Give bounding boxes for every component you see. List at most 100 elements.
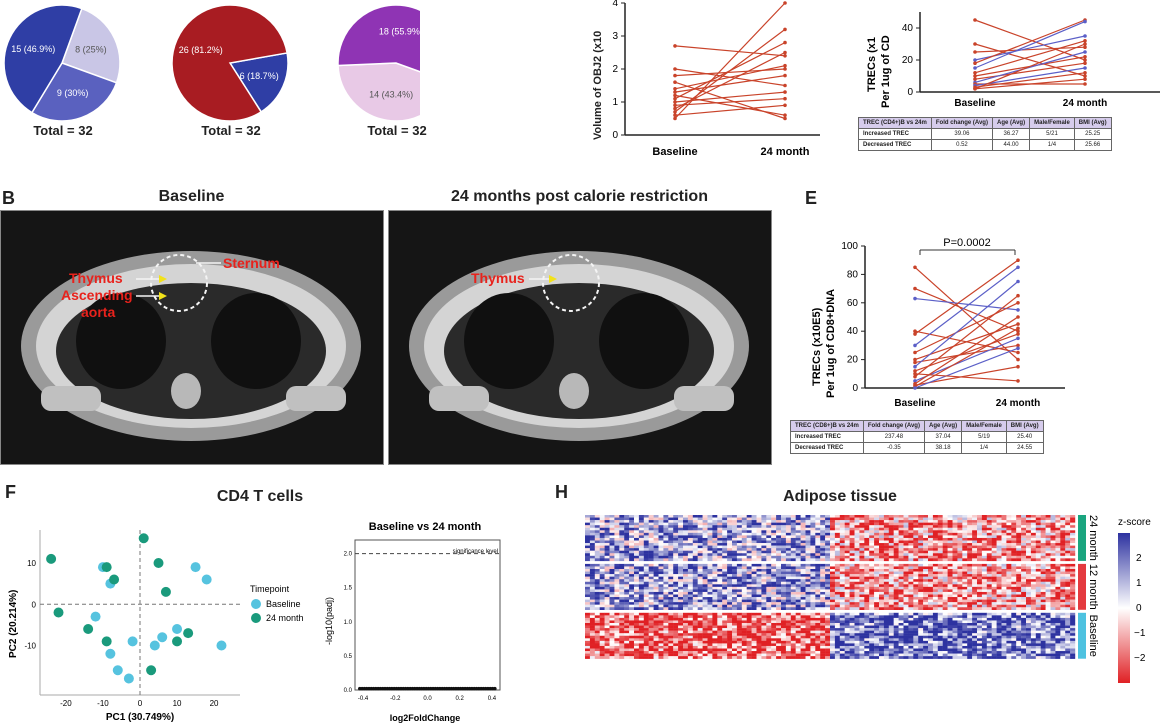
heatmap-cell: [937, 589, 943, 593]
data-point: [673, 100, 677, 104]
heatmap-cell: [996, 545, 1002, 549]
heatmap-cell: [1055, 530, 1061, 534]
heatmap-cell: [947, 602, 953, 605]
heatmap-cell: [854, 604, 860, 608]
heatmap-cell: [751, 584, 757, 588]
heatmap-cell: [643, 532, 649, 536]
heatmap-cell: [687, 625, 693, 629]
heatmap-cell: [913, 522, 919, 526]
heatmap-cell: [717, 579, 723, 582]
heatmap-cell: [888, 566, 894, 570]
heatmap-cell: [1026, 550, 1032, 554]
heatmap-cell: [839, 566, 845, 570]
heatmap-cell: [898, 576, 904, 580]
heatmap-cell: [1050, 615, 1056, 619]
mri-label-thymus: Thymus: [69, 270, 123, 286]
heatmap-cell: [599, 569, 605, 572]
heatmap-cell: [986, 532, 992, 536]
heatmap-cell: [879, 540, 885, 544]
heatmap-cell: [957, 530, 963, 534]
heatmap-cell: [869, 517, 875, 521]
heatmap-cell: [756, 581, 762, 585]
heatmap-cell: [736, 602, 742, 605]
heatmap-cell: [849, 589, 855, 593]
heatmap-cell: [697, 586, 703, 590]
heatmap-cell: [746, 594, 752, 598]
panel-letter-h: H: [555, 482, 568, 502]
mri-title-24month: 24 months post calorie restriction: [451, 188, 708, 205]
heatmap-cell: [761, 620, 767, 624]
heatmap-cell: [609, 555, 615, 559]
heatmap-cell: [879, 530, 885, 534]
heatmap-cell: [1006, 563, 1012, 567]
heatmap-cell: [805, 607, 811, 610]
heatmap-cell: [1030, 615, 1036, 619]
heatmap-cell: [751, 633, 757, 636]
heatmap-cell: [604, 576, 610, 580]
heatmap-cell: [683, 604, 689, 608]
heatmap-cell: [849, 625, 855, 629]
heatmap-cell: [869, 555, 875, 559]
table-cell: 5/19: [961, 431, 1007, 443]
heatmap-cell: [986, 599, 992, 603]
heatmap-cell: [707, 517, 713, 521]
heatmap-cell: [923, 589, 929, 593]
heatmap-cell: [888, 591, 894, 595]
heatmap-cell: [736, 617, 742, 621]
heatmap-cell: [678, 571, 684, 575]
heatmap-cell: [653, 540, 659, 544]
heatmap-cell: [874, 550, 880, 554]
heatmap-cell: [888, 522, 894, 526]
heatmap-cell: [830, 555, 836, 559]
heatmap-cell: [1055, 633, 1061, 636]
heatmap-cell: [962, 515, 968, 518]
heatmap-cell: [854, 620, 860, 624]
heatmap-cell: [673, 633, 679, 636]
heatmap-cell: [1055, 584, 1061, 588]
heatmap-cell: [634, 569, 640, 572]
heatmap-cell: [634, 574, 640, 577]
heatmap-cell: [1035, 581, 1041, 585]
heatmap-cell: [918, 607, 924, 610]
obj2-xlabel-24month: 24 month: [761, 146, 810, 158]
heatmap-cell: [795, 607, 801, 610]
heatmap-cell: [771, 615, 777, 619]
heatmap-cell: [1065, 569, 1071, 572]
heatmap-cell: [594, 517, 600, 521]
heatmap-cell: [1030, 579, 1036, 582]
heatmap-cell: [1026, 576, 1032, 580]
heatmap-cell: [820, 558, 826, 562]
heatmap-cell: [776, 602, 782, 605]
heatmap-cell: [589, 532, 595, 536]
heatmap-cell: [1030, 548, 1036, 551]
heatmap-cell: [594, 569, 600, 572]
heatmap-cell: [844, 520, 850, 523]
heatmap-cell: [1001, 628, 1007, 631]
heatmap-cell: [913, 620, 919, 624]
heatmap-cell: [815, 532, 821, 536]
heatmap-cell: [815, 581, 821, 585]
heatmap-cell: [923, 558, 929, 562]
heatmap-cell: [1006, 548, 1012, 551]
heatmap-cell: [751, 553, 757, 556]
heatmap-cell: [883, 545, 889, 549]
heatmap-cell: [648, 566, 654, 570]
heatmap-cell: [624, 599, 630, 603]
data-point: [673, 113, 677, 117]
heatmap-cell: [820, 520, 826, 523]
heatmap-cell: [629, 581, 635, 585]
heatmap-cell: [1021, 630, 1027, 634]
heatmap-cell: [653, 586, 659, 590]
heatmap-cell: [1021, 517, 1027, 521]
heatmap-cell: [712, 612, 718, 616]
heatmap-cell: [854, 602, 860, 605]
heatmap-cell: [1055, 520, 1061, 523]
heatmap-cell: [996, 550, 1002, 554]
heatmap-cell: [673, 581, 679, 585]
heatmap-cell: [903, 633, 909, 636]
heatmap-cell: [741, 612, 747, 616]
heatmap-cell: [785, 571, 791, 575]
heatmap-cell: [678, 517, 684, 521]
heatmap-cell: [883, 591, 889, 595]
heatmap-cell: [869, 537, 875, 541]
